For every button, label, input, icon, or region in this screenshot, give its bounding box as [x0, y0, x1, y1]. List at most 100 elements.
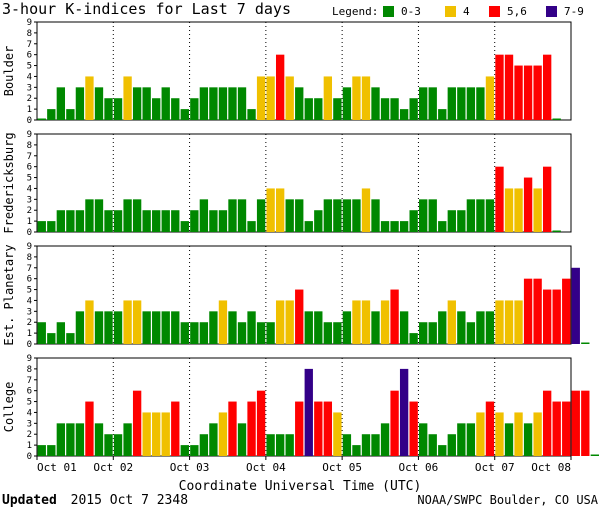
bar [123, 300, 132, 344]
bar [361, 188, 371, 232]
bar [504, 188, 514, 232]
y-tick-label: 1 [27, 217, 32, 227]
legend-item-0-3: 0-3 [401, 5, 421, 18]
bar [94, 423, 104, 456]
y-tick-label: 8 [27, 141, 32, 151]
bar [495, 412, 504, 456]
bar [142, 87, 151, 120]
bar [199, 199, 209, 232]
bar [218, 210, 228, 232]
x-tick-label: Oct 08 [531, 461, 571, 474]
bar [447, 87, 456, 120]
updated-label: Updated [2, 493, 57, 508]
bar [552, 401, 561, 456]
bar [47, 109, 56, 120]
bar [285, 199, 294, 232]
bar [180, 109, 189, 120]
bar [113, 98, 123, 120]
bar [304, 311, 313, 344]
y-tick-label: 2 [27, 430, 32, 440]
bar [361, 300, 371, 344]
bar [476, 412, 485, 456]
bar [390, 289, 399, 344]
bar [228, 401, 237, 456]
bar [562, 278, 571, 344]
bar [85, 76, 94, 120]
bar [237, 87, 247, 120]
bar [47, 221, 56, 232]
y-tick-label: 8 [27, 253, 32, 263]
bar [466, 423, 476, 456]
legend-item-5-6: 5,6 [507, 5, 527, 18]
bar [542, 54, 552, 120]
bar [123, 199, 132, 232]
y-tick-label: 3 [27, 83, 32, 93]
y-tick-label: 2 [27, 94, 32, 104]
x-tick-label: Oct 06 [399, 461, 439, 474]
bar [209, 311, 218, 344]
bar [380, 423, 390, 456]
bar [295, 401, 304, 456]
bar [190, 98, 199, 120]
bar [314, 311, 323, 344]
y-tick-label: 2 [27, 206, 32, 216]
y-tick-label: 2 [27, 318, 32, 328]
bar [37, 118, 46, 120]
bar [285, 300, 294, 344]
bar [542, 166, 552, 232]
bar [390, 98, 399, 120]
bar [476, 199, 485, 232]
bar [504, 423, 514, 456]
y-tick-label: 7 [27, 264, 32, 274]
bar [304, 221, 313, 232]
bar [361, 76, 371, 120]
bar [75, 210, 85, 232]
y-tick-label: 5 [27, 62, 32, 72]
bar [552, 289, 561, 344]
bar [228, 311, 237, 344]
y-tick-label: 7 [27, 152, 32, 162]
bar [56, 322, 66, 344]
bar [237, 322, 247, 344]
bar [142, 311, 151, 344]
bar [438, 109, 447, 120]
bar [523, 278, 533, 344]
y-tick-label: 9 [27, 354, 32, 364]
y-tick-label: 1 [27, 441, 32, 451]
bar [85, 401, 94, 456]
bar [161, 311, 170, 344]
bar [533, 278, 542, 344]
x-axis-ticks: Oct 01 Oct 02 Oct 03 Oct 04 Oct 05 Oct 06 Oct … [36, 456, 572, 474]
bar [333, 98, 342, 120]
bar [47, 333, 56, 344]
bar [333, 412, 342, 456]
bar [352, 300, 361, 344]
bar [75, 423, 85, 456]
bar [218, 300, 228, 344]
bar [142, 210, 151, 232]
bar [428, 87, 437, 120]
y-tick-label: 7 [27, 376, 32, 386]
bar [266, 322, 275, 344]
bar [399, 311, 409, 344]
bar [256, 76, 266, 120]
bar [285, 434, 294, 456]
bar [56, 210, 66, 232]
bar [256, 199, 266, 232]
legend-item-4: 4 [463, 5, 470, 18]
bar [485, 76, 495, 120]
bar [104, 98, 113, 120]
legend: Legend: 0-3 4 5,6 7-9 [332, 5, 584, 18]
bar [295, 87, 304, 120]
bar [132, 87, 142, 120]
bar [275, 300, 285, 344]
bar [562, 401, 571, 456]
bar [504, 54, 514, 120]
bar [438, 445, 447, 456]
bar [85, 199, 94, 232]
bar [476, 87, 485, 120]
bar [590, 454, 600, 456]
bar [171, 311, 180, 344]
bar [37, 445, 46, 456]
